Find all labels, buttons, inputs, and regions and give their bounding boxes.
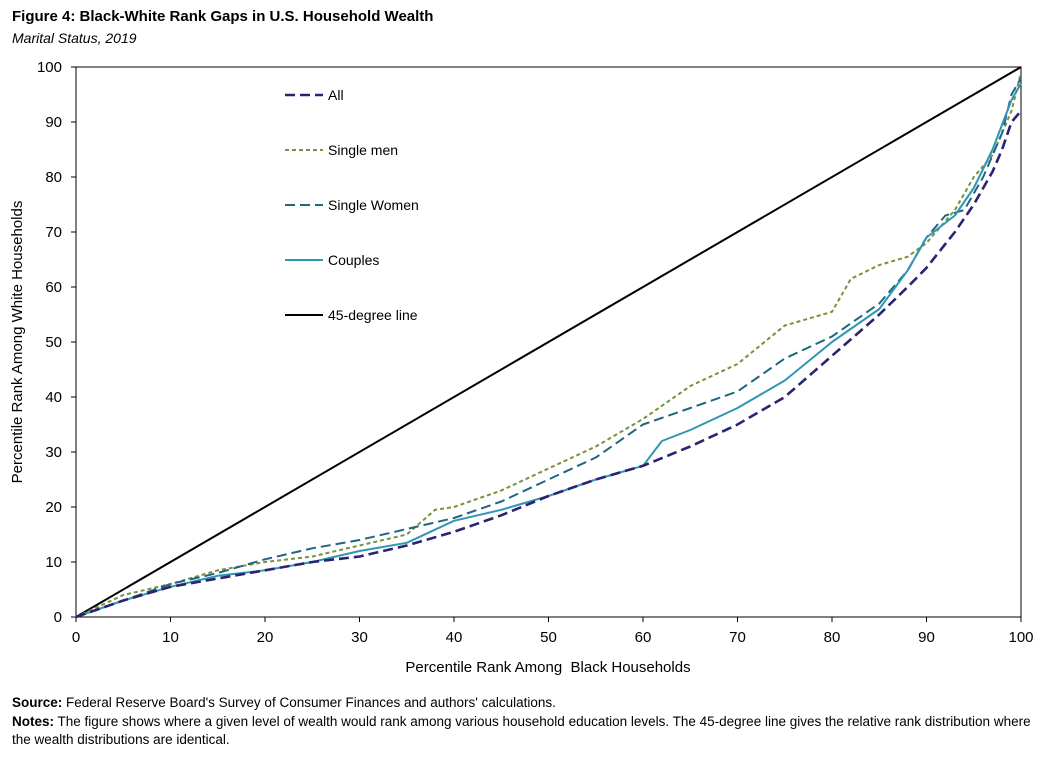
y-axis-label: Percentile Rank Among White Households bbox=[9, 201, 26, 484]
footer: Source: Federal Reserve Board's Survey o… bbox=[12, 694, 1036, 750]
x-tick-label: 100 bbox=[1008, 629, 1033, 646]
y-tick-label: 100 bbox=[37, 59, 62, 76]
chart-title: Figure 4: Black-White Rank Gaps in U.S. … bbox=[12, 8, 434, 25]
x-tick-label: 10 bbox=[162, 629, 179, 646]
x-tick-label: 60 bbox=[635, 629, 652, 646]
source-label: Source: bbox=[12, 695, 63, 710]
notes-line: Notes: The figure shows where a given le… bbox=[12, 713, 1036, 750]
x-tick-label: 50 bbox=[540, 629, 557, 646]
y-tick-label: 70 bbox=[45, 224, 62, 241]
series-line-single-women bbox=[75, 77, 1022, 618]
x-tick-label: 70 bbox=[729, 629, 746, 646]
series-lines bbox=[75, 66, 1022, 619]
chart-subtitle: Marital Status, 2019 bbox=[12, 30, 137, 46]
x-tick-label: 40 bbox=[446, 629, 463, 646]
y-tick-label: 90 bbox=[45, 114, 62, 131]
y-tick-label: 50 bbox=[45, 334, 62, 351]
legend-label: All bbox=[328, 87, 344, 103]
y-tick-label: 80 bbox=[45, 169, 62, 186]
legend-label: 45-degree line bbox=[328, 307, 418, 323]
x-tick-label: 0 bbox=[72, 629, 80, 646]
legend-label: Couples bbox=[328, 252, 379, 268]
notes-label: Notes: bbox=[12, 713, 55, 729]
x-tick-label: 90 bbox=[918, 629, 935, 646]
x-tick-label: 30 bbox=[351, 629, 368, 646]
y-tick-label: 10 bbox=[45, 554, 62, 571]
source-text: Federal Reserve Board's Survey of Consum… bbox=[62, 695, 556, 710]
y-tick-label: 40 bbox=[45, 389, 62, 406]
y-tick-label: 30 bbox=[45, 444, 62, 461]
axis-ticks: 0 10 20 30 40 50 60 70 80 90 100 0 10 20 30 40 50 60 70 80 9… bbox=[37, 59, 1034, 646]
x-axis-label: Percentile Rank Among Black Households bbox=[405, 659, 690, 676]
legend-label: Single men bbox=[328, 142, 398, 158]
legend: All Single men Single Women Couples 45-degre… bbox=[285, 87, 419, 323]
y-tick-label: 60 bbox=[45, 279, 62, 296]
x-tick-label: 80 bbox=[824, 629, 841, 646]
x-tick-label: 20 bbox=[257, 629, 274, 646]
y-tick-label: 0 bbox=[54, 609, 62, 626]
series-line-45-degree-line bbox=[75, 66, 1022, 618]
legend-label: Single Women bbox=[328, 197, 419, 213]
notes-text: The figure shows where a given level of … bbox=[12, 713, 1031, 748]
y-tick-label: 20 bbox=[45, 499, 62, 516]
source-line: Source: Federal Reserve Board's Survey o… bbox=[12, 694, 1036, 713]
series-line-all bbox=[75, 110, 1022, 619]
series-line-single-men bbox=[75, 72, 1022, 618]
